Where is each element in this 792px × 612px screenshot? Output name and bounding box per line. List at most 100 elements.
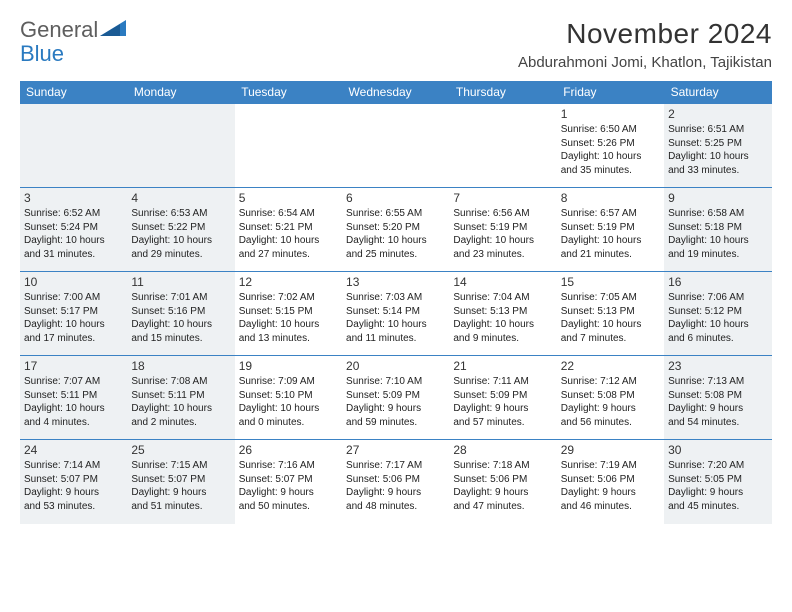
sunset-line: Sunset: 5:10 PM [239,389,338,403]
sunset-line: Sunset: 5:19 PM [453,221,552,235]
day-number: 16 [668,274,767,290]
day-number: 17 [24,358,123,374]
sunrise-line: Sunrise: 6:53 AM [131,207,230,221]
daylight-line-2: and 31 minutes. [24,248,123,262]
calendar-day-cell: 7Sunrise: 6:56 AMSunset: 5:19 PMDaylight… [449,188,556,272]
calendar-week-row: 1Sunrise: 6:50 AMSunset: 5:26 PMDaylight… [20,104,772,188]
sunrise-line: Sunrise: 7:05 AM [561,291,660,305]
daylight-line-1: Daylight: 10 hours [131,318,230,332]
sunset-line: Sunset: 5:21 PM [239,221,338,235]
logo-word2: Blue [20,41,64,66]
sunrise-line: Sunrise: 7:01 AM [131,291,230,305]
daylight-line-1: Daylight: 10 hours [24,318,123,332]
daylight-line-2: and 45 minutes. [668,500,767,514]
calendar-day-cell: 16Sunrise: 7:06 AMSunset: 5:12 PMDayligh… [664,272,771,356]
daylight-line-1: Daylight: 10 hours [346,234,445,248]
daylight-line-2: and 9 minutes. [453,332,552,346]
daylight-line-2: and 50 minutes. [239,500,338,514]
calendar-day-cell: 10Sunrise: 7:00 AMSunset: 5:17 PMDayligh… [20,272,127,356]
sunrise-line: Sunrise: 7:20 AM [668,459,767,473]
daylight-line-2: and 2 minutes. [131,416,230,430]
calendar-week-row: 24Sunrise: 7:14 AMSunset: 5:07 PMDayligh… [20,440,772,524]
calendar-day-cell: 26Sunrise: 7:16 AMSunset: 5:07 PMDayligh… [235,440,342,524]
calendar-day-cell: 8Sunrise: 6:57 AMSunset: 5:19 PMDaylight… [557,188,664,272]
sunrise-line: Sunrise: 7:15 AM [131,459,230,473]
sunrise-line: Sunrise: 7:16 AM [239,459,338,473]
sunrise-line: Sunrise: 6:54 AM [239,207,338,221]
calendar-week-row: 17Sunrise: 7:07 AMSunset: 5:11 PMDayligh… [20,356,772,440]
title-block: November 2024 Abdurahmoni Jomi, Khatlon,… [518,18,772,71]
daylight-line-1: Daylight: 10 hours [346,318,445,332]
sunset-line: Sunset: 5:13 PM [561,305,660,319]
day-header: Wednesday [342,81,449,104]
calendar-day-cell: 28Sunrise: 7:18 AMSunset: 5:06 PMDayligh… [449,440,556,524]
calendar-empty-cell [449,104,556,188]
daylight-line-2: and 48 minutes. [346,500,445,514]
calendar-empty-cell [235,104,342,188]
sunrise-line: Sunrise: 7:04 AM [453,291,552,305]
day-header: Monday [127,81,234,104]
sunset-line: Sunset: 5:22 PM [131,221,230,235]
day-number: 7 [453,190,552,206]
daylight-line-2: and 19 minutes. [668,248,767,262]
daylight-line-2: and 59 minutes. [346,416,445,430]
sunset-line: Sunset: 5:06 PM [453,473,552,487]
daylight-line-1: Daylight: 9 hours [561,486,660,500]
daylight-line-1: Daylight: 9 hours [24,486,123,500]
calendar-day-cell: 27Sunrise: 7:17 AMSunset: 5:06 PMDayligh… [342,440,449,524]
day-number: 8 [561,190,660,206]
location-text: Abdurahmoni Jomi, Khatlon, Tajikistan [518,54,772,71]
sunrise-line: Sunrise: 6:56 AM [453,207,552,221]
sunrise-line: Sunrise: 6:57 AM [561,207,660,221]
day-number: 19 [239,358,338,374]
daylight-line-2: and 57 minutes. [453,416,552,430]
calendar-empty-cell [20,104,127,188]
calendar-day-cell: 6Sunrise: 6:55 AMSunset: 5:20 PMDaylight… [342,188,449,272]
day-number: 11 [131,274,230,290]
sunset-line: Sunset: 5:07 PM [239,473,338,487]
calendar-day-cell: 19Sunrise: 7:09 AMSunset: 5:10 PMDayligh… [235,356,342,440]
sunrise-line: Sunrise: 7:00 AM [24,291,123,305]
daylight-line-2: and 56 minutes. [561,416,660,430]
daylight-line-2: and 54 minutes. [668,416,767,430]
daylight-line-2: and 53 minutes. [24,500,123,514]
calendar-day-cell: 4Sunrise: 6:53 AMSunset: 5:22 PMDaylight… [127,188,234,272]
calendar-day-cell: 22Sunrise: 7:12 AMSunset: 5:08 PMDayligh… [557,356,664,440]
sunrise-line: Sunrise: 7:08 AM [131,375,230,389]
day-number: 18 [131,358,230,374]
calendar-day-cell: 2Sunrise: 6:51 AMSunset: 5:25 PMDaylight… [664,104,771,188]
calendar-day-cell: 9Sunrise: 6:58 AMSunset: 5:18 PMDaylight… [664,188,771,272]
sunset-line: Sunset: 5:17 PM [24,305,123,319]
day-header: Sunday [20,81,127,104]
daylight-line-1: Daylight: 9 hours [131,486,230,500]
logo: General Blue [20,18,126,66]
daylight-line-2: and 27 minutes. [239,248,338,262]
calendar-day-cell: 20Sunrise: 7:10 AMSunset: 5:09 PMDayligh… [342,356,449,440]
calendar-day-cell: 5Sunrise: 6:54 AMSunset: 5:21 PMDaylight… [235,188,342,272]
day-number: 12 [239,274,338,290]
sunrise-line: Sunrise: 6:52 AM [24,207,123,221]
daylight-line-2: and 29 minutes. [131,248,230,262]
day-number: 25 [131,442,230,458]
daylight-line-1: Daylight: 10 hours [131,234,230,248]
sunrise-line: Sunrise: 6:50 AM [561,123,660,137]
daylight-line-2: and 33 minutes. [668,164,767,178]
day-number: 3 [24,190,123,206]
calendar-day-cell: 30Sunrise: 7:20 AMSunset: 5:05 PMDayligh… [664,440,771,524]
calendar-day-cell: 17Sunrise: 7:07 AMSunset: 5:11 PMDayligh… [20,356,127,440]
sunrise-line: Sunrise: 7:14 AM [24,459,123,473]
daylight-line-2: and 6 minutes. [668,332,767,346]
sunset-line: Sunset: 5:25 PM [668,137,767,151]
daylight-line-2: and 11 minutes. [346,332,445,346]
sunset-line: Sunset: 5:16 PM [131,305,230,319]
sunrise-line: Sunrise: 7:13 AM [668,375,767,389]
daylight-line-1: Daylight: 10 hours [561,150,660,164]
sunrise-line: Sunrise: 6:51 AM [668,123,767,137]
day-header: Thursday [449,81,556,104]
sunrise-line: Sunrise: 7:03 AM [346,291,445,305]
daylight-line-1: Daylight: 9 hours [668,486,767,500]
calendar-day-cell: 11Sunrise: 7:01 AMSunset: 5:16 PMDayligh… [127,272,234,356]
day-header: Saturday [664,81,771,104]
sunrise-line: Sunrise: 7:12 AM [561,375,660,389]
sunset-line: Sunset: 5:11 PM [24,389,123,403]
